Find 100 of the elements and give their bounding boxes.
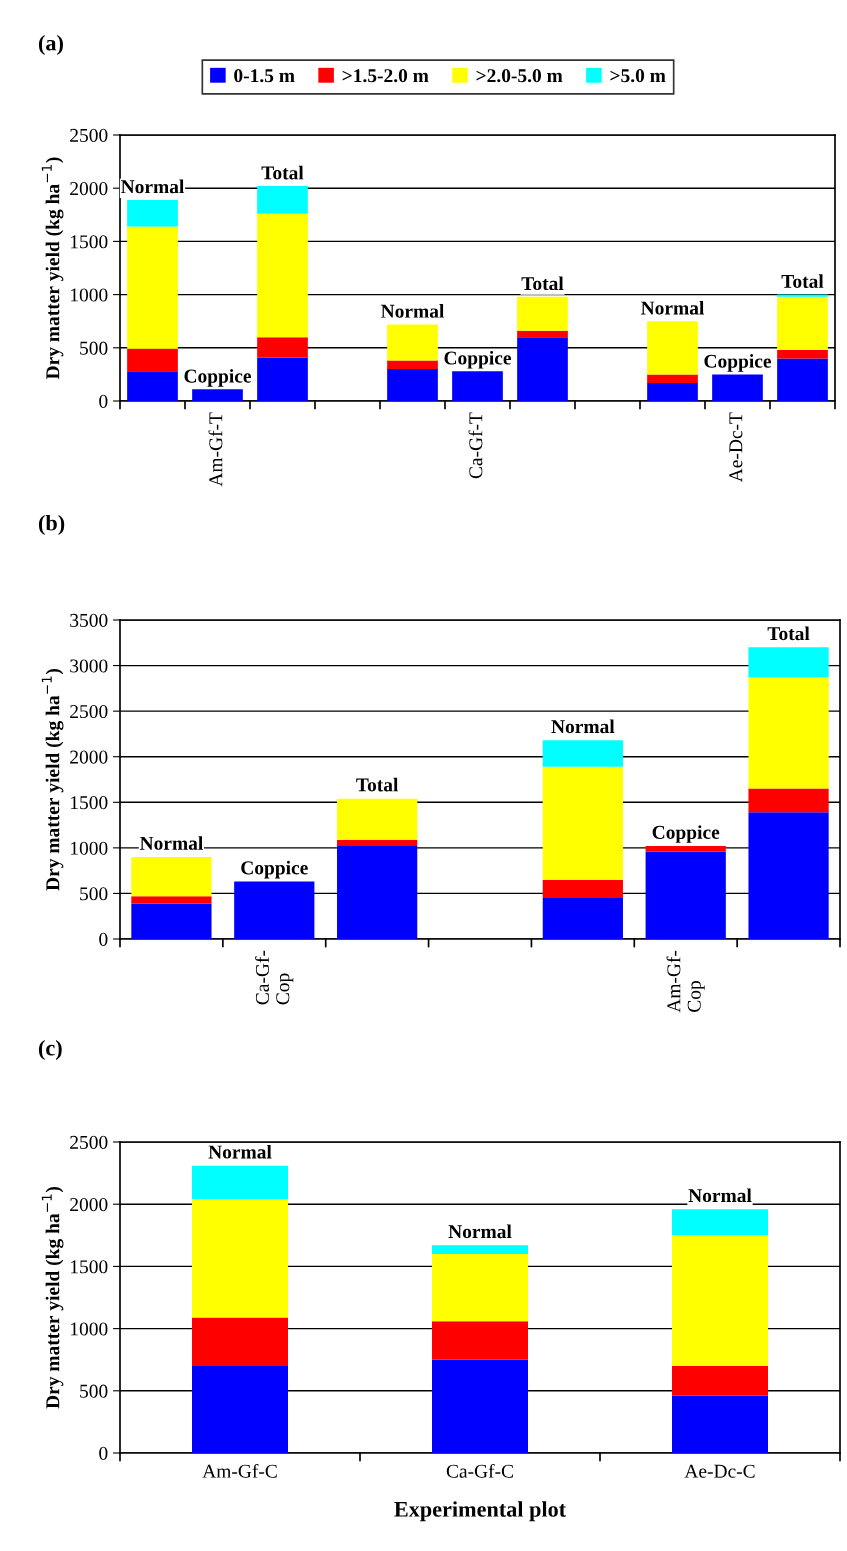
annotation: Normal — [448, 1224, 512, 1239]
annotation: Total — [781, 274, 824, 288]
bar — [777, 358, 828, 401]
y-tick-label: 0 — [99, 394, 108, 408]
y-tick-label: 1000 — [71, 1322, 108, 1336]
bar — [432, 1253, 528, 1322]
y-tick-label: 0 — [99, 932, 108, 946]
x-tick-label: Am-Gf- Cop — [666, 950, 705, 1013]
y-tick-label: 2000 — [70, 182, 108, 196]
bar — [542, 766, 623, 880]
bar — [647, 382, 698, 401]
y-tick-label: 2000 — [70, 750, 108, 764]
bar — [647, 374, 698, 383]
annotation: Normal — [139, 836, 203, 850]
legend-label: >5.0 m — [610, 69, 666, 83]
chart-title: (c) — [38, 1039, 62, 1061]
y-axis-title: Dry matter yield (kg ha$^{−1}$) — [41, 1187, 64, 1409]
bar — [672, 1235, 768, 1366]
chart-title: (a) — [38, 34, 63, 56]
annotation: Normal — [551, 719, 615, 734]
annotation: Total — [261, 165, 304, 180]
bar — [777, 296, 828, 350]
y-tick-label: 1500 — [71, 796, 108, 810]
y-tick-label: 1500 — [71, 1260, 108, 1274]
annotation: Total — [356, 777, 399, 792]
annotation: Normal — [121, 179, 185, 194]
annotation: Coppice — [184, 369, 252, 387]
bar — [517, 296, 568, 331]
x-tick-label: Ca-Gf-T — [468, 412, 483, 479]
y-tick-label: 2000 — [70, 1198, 108, 1212]
x-tick-label: Ca-Gf-C — [446, 1463, 513, 1478]
bar — [127, 348, 178, 372]
bar — [517, 330, 568, 338]
y-tick-label: 500 — [80, 887, 108, 901]
annotation: Total — [767, 626, 810, 641]
bar — [127, 226, 178, 349]
annotation: Normal — [208, 1144, 272, 1159]
annotation: Coppice — [704, 354, 772, 372]
bar — [645, 846, 726, 852]
x-tick-label: Ca-Gf- Cop — [255, 950, 294, 1005]
bar — [192, 1199, 288, 1318]
y-tick-label: 500 — [80, 1384, 108, 1398]
x-tick-label: Ae-Dc-C — [684, 1464, 755, 1478]
bar — [131, 896, 212, 904]
bar — [777, 294, 828, 297]
bar — [234, 881, 315, 939]
bar — [192, 1317, 288, 1366]
bar — [337, 846, 418, 939]
bar — [517, 337, 568, 401]
annotation: Normal — [381, 304, 445, 318]
annotation: Total — [521, 276, 564, 291]
bar — [257, 357, 308, 401]
annotation: Coppice — [652, 825, 720, 843]
y-tick-label: 1500 — [71, 235, 108, 249]
bar — [387, 369, 438, 401]
y-tick-label: 1000 — [71, 841, 108, 855]
bar — [672, 1365, 768, 1396]
annotation: Normal — [641, 300, 705, 315]
annotation: Coppice — [241, 860, 308, 879]
y-tick-label: 0 — [99, 1446, 108, 1460]
bar — [387, 360, 438, 370]
y-axis-title: Dry matter yield (kg ha$^{−1}$) — [41, 157, 64, 380]
bar — [192, 1365, 288, 1453]
bar — [432, 1321, 528, 1360]
bar — [672, 1395, 768, 1453]
bar — [192, 389, 243, 401]
y-tick-label: 3500 — [70, 613, 108, 627]
bar — [542, 897, 623, 939]
bar — [777, 349, 828, 359]
legend-label: >1.5-2.0 m — [342, 69, 429, 83]
chart-title: (b) — [38, 514, 65, 536]
bar — [127, 371, 178, 401]
bar — [452, 371, 503, 401]
y-tick-label: 2500 — [70, 704, 108, 719]
legend-label: >2.0-5.0 m — [476, 69, 563, 83]
x-tick-label: Am-Gf-C — [202, 1463, 277, 1478]
y-tick-label: 500 — [80, 341, 108, 355]
bar — [131, 856, 212, 897]
bar — [748, 812, 829, 939]
y-tick-label: 2500 — [70, 128, 108, 142]
annotation: Normal — [688, 1188, 752, 1203]
bar — [131, 903, 212, 939]
y-tick-label: 3000 — [70, 659, 108, 673]
bar — [645, 851, 726, 939]
bar — [672, 1209, 768, 1236]
bar — [542, 879, 623, 898]
bar — [432, 1359, 528, 1453]
y-tick-label: 1000 — [71, 288, 108, 302]
bar — [748, 677, 829, 789]
x-axis-title: Experimental plot — [394, 1501, 567, 1522]
legend-label: 0-1.5 m — [234, 69, 295, 83]
bar — [712, 374, 763, 401]
bar — [748, 788, 829, 813]
x-tick-label: Am-Gf-T — [208, 412, 223, 487]
y-tick-label: 2500 — [70, 1135, 108, 1149]
bar — [257, 337, 308, 358]
y-axis-title: Dry matter yield (kg ha$^{−1}$) — [41, 669, 64, 891]
bar — [432, 1245, 528, 1254]
bar — [542, 740, 623, 767]
annotation: Coppice — [444, 350, 512, 369]
